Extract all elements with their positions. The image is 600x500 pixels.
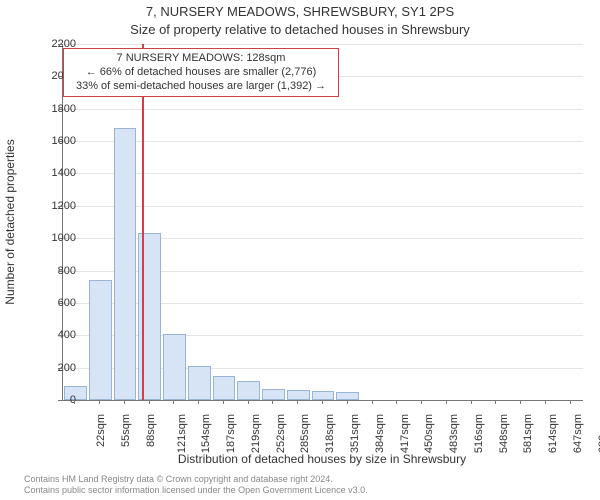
ytick-mark — [58, 335, 62, 336]
xtick-label: 55sqm — [120, 414, 132, 447]
xtick-label: 351sqm — [349, 414, 361, 453]
ytick-mark — [58, 173, 62, 174]
ytick-label: 200 — [36, 362, 76, 374]
ytick-mark — [58, 238, 62, 239]
xtick-label: 516sqm — [473, 414, 485, 453]
chart-container: 7, NURSERY MEADOWS, SHREWSBURY, SY1 2PS … — [0, 0, 600, 500]
xtick-label: 154sqm — [201, 414, 213, 453]
ytick-label: 400 — [36, 329, 76, 341]
xtick-mark — [347, 400, 348, 404]
ytick-label: 1800 — [36, 103, 76, 115]
title-subtitle: Size of property relative to detached ho… — [0, 22, 600, 37]
x-axis-label: Distribution of detached houses by size … — [62, 452, 582, 466]
xtick-label: 647sqm — [572, 414, 584, 453]
plot-area — [62, 44, 583, 401]
xtick-label: 318sqm — [324, 414, 336, 453]
legend-box: 7 NURSERY MEADOWS: 128sqm← 66% of detach… — [63, 48, 339, 97]
histogram-bar — [163, 334, 186, 400]
ytick-label: 800 — [36, 265, 76, 277]
xtick-mark — [248, 400, 249, 404]
xtick-label: 450sqm — [423, 414, 435, 453]
gridline-h — [63, 173, 583, 174]
ytick-label: 1600 — [36, 135, 76, 147]
xtick-mark — [545, 400, 546, 404]
xtick-mark — [520, 400, 521, 404]
gridline-h — [63, 141, 583, 142]
legend-line: ← 66% of detached houses are smaller (2,… — [70, 66, 332, 80]
xtick-label: 121sqm — [176, 414, 188, 453]
histogram-bar — [336, 392, 359, 400]
xtick-mark — [446, 400, 447, 404]
xtick-mark — [74, 400, 75, 404]
histogram-bar — [188, 366, 211, 400]
ytick-mark — [58, 206, 62, 207]
histogram-bar — [312, 391, 335, 400]
xtick-mark — [495, 400, 496, 404]
xtick-label: 88sqm — [145, 414, 157, 447]
xtick-label: 581sqm — [522, 414, 534, 453]
histogram-bar — [237, 381, 260, 400]
gridline-h — [63, 109, 583, 110]
marker-line — [142, 44, 144, 400]
xtick-mark — [297, 400, 298, 404]
xtick-mark — [173, 400, 174, 404]
legend-line: 33% of semi-detached houses are larger (… — [70, 80, 332, 94]
xtick-mark — [272, 400, 273, 404]
xtick-label: 285sqm — [300, 414, 312, 453]
ytick-mark — [58, 368, 62, 369]
xtick-label: 614sqm — [547, 414, 559, 453]
xtick-mark — [396, 400, 397, 404]
xtick-mark — [372, 400, 373, 404]
xtick-mark — [149, 400, 150, 404]
xtick-mark — [570, 400, 571, 404]
xtick-label: 548sqm — [498, 414, 510, 453]
ytick-mark — [58, 109, 62, 110]
xtick-label: 252sqm — [275, 414, 287, 453]
histogram-bar — [114, 128, 137, 400]
y-axis-label: Number of detached properties — [3, 139, 17, 304]
histogram-bar — [213, 376, 236, 400]
ytick-label: 0 — [36, 394, 76, 406]
ytick-mark — [58, 303, 62, 304]
xtick-mark — [124, 400, 125, 404]
caption-line-1: Contains HM Land Registry data © Crown c… — [24, 474, 368, 485]
xtick-label: 384sqm — [374, 414, 386, 453]
ytick-mark — [58, 141, 62, 142]
xtick-mark — [198, 400, 199, 404]
ytick-label: 600 — [36, 297, 76, 309]
xtick-label: 417sqm — [399, 414, 411, 453]
histogram-bar — [89, 280, 112, 400]
xtick-mark — [99, 400, 100, 404]
legend-line: 7 NURSERY MEADOWS: 128sqm — [70, 52, 332, 66]
xtick-mark — [223, 400, 224, 404]
xtick-mark — [421, 400, 422, 404]
ytick-mark — [58, 271, 62, 272]
caption-line-2: Contains public sector information licen… — [24, 485, 368, 496]
xtick-mark — [471, 400, 472, 404]
histogram-bar — [287, 390, 310, 400]
xtick-label: 22sqm — [95, 414, 107, 447]
histogram-bar — [262, 389, 285, 400]
ytick-label: 1000 — [36, 232, 76, 244]
ytick-label: 1400 — [36, 167, 76, 179]
ytick-mark — [58, 44, 62, 45]
ytick-mark — [58, 76, 62, 77]
xtick-label: 187sqm — [225, 414, 237, 453]
xtick-label: 219sqm — [250, 414, 262, 453]
ytick-label: 1200 — [36, 200, 76, 212]
xtick-mark — [322, 400, 323, 404]
title-address: 7, NURSERY MEADOWS, SHREWSBURY, SY1 2PS — [0, 4, 600, 19]
gridline-h — [63, 206, 583, 207]
xtick-label: 483sqm — [448, 414, 460, 453]
caption: Contains HM Land Registry data © Crown c… — [24, 474, 368, 496]
gridline-h — [63, 44, 583, 45]
ytick-mark — [58, 400, 62, 401]
